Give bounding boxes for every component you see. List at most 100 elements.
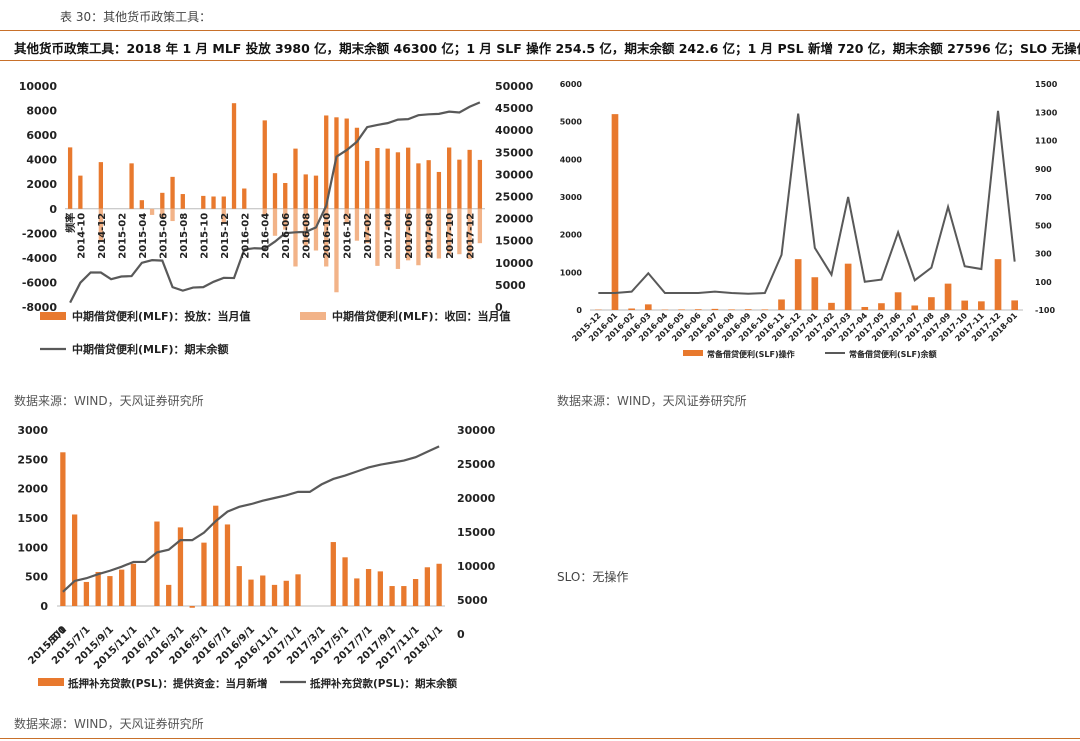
- legend-swatch-new-funds: [38, 678, 64, 686]
- y-right-tick-label: -100: [1035, 306, 1055, 315]
- slf-operation-bar: [978, 301, 985, 310]
- y-left-tick-label: 0: [576, 306, 582, 315]
- x-tick-label: 2015-12: [220, 213, 231, 259]
- mlf-withdrawal-bar: [477, 208, 483, 244]
- mlf-injection-bar: [324, 115, 329, 209]
- slf-operation-bar: [711, 308, 719, 310]
- mlf-injection-bar: [477, 159, 483, 209]
- psl-new-funds-bar: [342, 557, 348, 606]
- slf-operation-bar: [678, 309, 685, 310]
- mlf-withdrawal-bar: [149, 208, 155, 215]
- x-tick-label: 2016-02: [240, 213, 251, 259]
- mlf-injection-bar: [426, 160, 431, 209]
- mlf-injection-bar: [375, 148, 380, 209]
- y-right-tick-label: 5000: [495, 279, 526, 292]
- mlf-injection-bar: [416, 163, 421, 209]
- mlf-injection-bar: [272, 173, 278, 209]
- y-right-tick-label: 20000: [457, 492, 496, 505]
- y-left-tick-label: 6000: [560, 80, 583, 89]
- mlf-withdrawal-bar: [344, 208, 349, 224]
- slf-operation-bar: [744, 309, 752, 310]
- psl-new-funds-bar: [377, 571, 383, 606]
- x-tick-label: 2017-02: [363, 213, 374, 259]
- y-right-tick-label: 40000: [495, 124, 534, 137]
- mlf-withdrawal-bar: [221, 208, 226, 224]
- mlf-withdrawal-bar: [334, 208, 339, 293]
- x-tick-label: 2017-08: [425, 213, 436, 259]
- mlf-injection-bar: [160, 192, 165, 209]
- psl-new-funds-bar: [236, 566, 242, 606]
- mlf-withdrawal-bar: [457, 208, 462, 255]
- mlf-injection-bar: [201, 195, 206, 209]
- psl-new-funds-bar: [119, 569, 125, 606]
- psl-new-funds-bar: [330, 542, 336, 606]
- psl-new-funds-bar: [224, 524, 231, 606]
- y-left-tick-label: 0: [49, 203, 57, 216]
- psl-new-funds-bar: [295, 574, 301, 606]
- x-tick-label: 2016-08: [302, 213, 313, 259]
- y-right-tick-label: 1500: [1035, 80, 1058, 89]
- psl-new-funds-bar: [71, 514, 78, 606]
- slf-operation-bar: [911, 305, 919, 310]
- y-right-tick-label: 25000: [457, 458, 496, 471]
- slf-operation-bar: [861, 306, 869, 310]
- y-right-tick-label: 35000: [495, 146, 534, 159]
- mlf-injection-bar: [467, 149, 472, 209]
- slf-balance-line: [598, 110, 1016, 295]
- slf-operation-bar: [878, 303, 885, 310]
- y-right-tick-label: 0: [495, 301, 503, 314]
- x-tick-label: 2014-12: [97, 213, 108, 259]
- psl-new-funds-bar: [248, 579, 254, 606]
- psl-new-funds-bar: [177, 527, 184, 606]
- slf-operation-bar: [844, 263, 852, 310]
- mlf-injection-bar: [395, 152, 401, 209]
- psl-new-funds-bar: [107, 576, 113, 606]
- mlf-injection-bar: [344, 118, 349, 209]
- mlf-withdrawal-bar: [385, 208, 390, 230]
- slf-operation-bar: [994, 259, 1002, 310]
- x-tick-label: 2015-04: [138, 213, 149, 259]
- mlf-withdrawal-bar: [272, 208, 278, 236]
- y-right-tick-label: 10000: [457, 560, 496, 573]
- mlf-injection-bar: [139, 200, 144, 209]
- x-tick-label: 2015-06: [158, 213, 169, 259]
- x-tick-label: 2014-10: [76, 213, 87, 259]
- psl-new-funds-bar: [60, 452, 66, 606]
- x-tick-label: 2015-10: [199, 213, 210, 259]
- slf-operation-bar: [944, 283, 952, 310]
- table-caption: 表 30：其他货币政策工具：: [60, 10, 212, 24]
- y-left-tick-label: 0: [40, 600, 48, 613]
- mlf-withdrawal-bar: [313, 208, 319, 251]
- slf-operation-bar: [811, 277, 819, 310]
- mlf-injection-bar: [98, 162, 104, 209]
- y-right-tick-label: 700: [1035, 193, 1052, 202]
- y-left-tick-label: -6000: [22, 276, 58, 289]
- slf-operation-bar: [728, 309, 735, 310]
- legend-label-balance: 中期借贷便利(MLF)：期末余额: [72, 342, 229, 356]
- x-tick-label: 2016-10: [322, 213, 333, 259]
- mlf-injection-bar: [365, 160, 370, 209]
- y-left-tick-label: -8000: [22, 301, 58, 314]
- y-left-tick-label: 2000: [26, 178, 57, 191]
- psl-new-funds-bar: [401, 586, 407, 606]
- x-tick-label: 2017-10: [445, 213, 456, 259]
- y-right-tick-label: 0: [457, 628, 465, 641]
- mlf-chart: 1000080006000400020000-2000-4000-6000-80…: [19, 80, 534, 356]
- slf-operation-bar: [894, 292, 902, 310]
- slf-operation-bar: [828, 302, 835, 310]
- x-tick-label: 频率: [64, 213, 77, 233]
- psl-chart: 3000250020001500100050003000025000200001…: [17, 424, 496, 690]
- psl-new-funds-bar: [271, 584, 278, 606]
- y-right-tick-label: 45000: [495, 102, 534, 115]
- mlf-injection-bar: [446, 147, 452, 209]
- legend-label-operation: 常备借贷便利(SLF)操作: [707, 349, 795, 359]
- y-right-tick-label: 25000: [495, 191, 534, 204]
- legend-label-injection: 中期借贷便利(MLF)：投放：当月值: [72, 309, 251, 323]
- x-tick-label: 2015-08: [179, 213, 190, 259]
- slf-operation-bar: [1011, 300, 1019, 310]
- mlf-injection-bar: [211, 196, 216, 209]
- mlf-withdrawal-bar: [446, 208, 452, 255]
- y-right-tick-label: 300: [1035, 250, 1052, 259]
- slo-note: SLO：无操作: [557, 570, 629, 584]
- y-left-tick-label: 3000: [560, 193, 583, 202]
